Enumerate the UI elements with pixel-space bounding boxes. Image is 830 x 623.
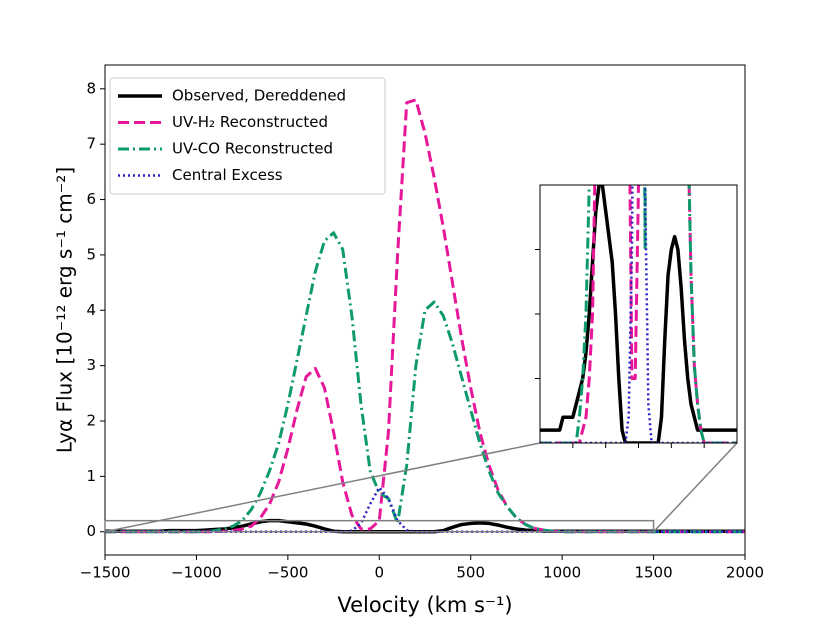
y-tick-label: 4	[86, 301, 96, 319]
legend-label: Central Excess	[172, 166, 283, 184]
series-line	[105, 486, 745, 533]
y-tick-label: 0	[86, 522, 96, 540]
series-line	[105, 518, 745, 534]
x-tick-label: 1500	[634, 564, 672, 582]
y-tick-label: 1	[86, 467, 96, 485]
y-tick-label: 8	[86, 79, 96, 97]
y-tick-label: 5	[86, 245, 96, 263]
y-tick-label: 6	[86, 190, 96, 208]
y-tick-label: 3	[86, 356, 96, 374]
plot-area	[540, 185, 737, 443]
x-tick-label: −500	[267, 564, 308, 582]
inset-background	[540, 185, 737, 443]
x-tick-label: −1500	[80, 564, 131, 582]
legend-label: UV-H₂ Reconstructed	[172, 113, 328, 131]
x-tick-label: 2000	[726, 564, 764, 582]
legend-label: Observed, Dereddened	[172, 87, 346, 105]
y-tick-label: 7	[86, 135, 96, 153]
y-tick-label: 2	[86, 412, 96, 430]
zoom-connector	[104, 442, 541, 533]
zoom-connector	[653, 442, 738, 533]
x-axis-label: Velocity (km s⁻¹)	[337, 593, 512, 617]
legend-box	[109, 77, 386, 195]
series-line	[540, 185, 737, 443]
y-axis-label: Lyα Flux [10⁻¹² erg s⁻¹ cm⁻²]	[53, 167, 77, 453]
x-tick-label: 0	[375, 564, 385, 582]
legend: Observed, Dereddened UV-H₂ Reconstructed U…	[109, 77, 386, 195]
zoom-region	[104, 519, 655, 533]
x-tick-label: 1000	[543, 564, 581, 582]
x-tick-label: −1000	[171, 564, 222, 582]
x-tick-label: 500	[456, 564, 485, 582]
legend-label: UV-CO Reconstructed	[172, 140, 333, 158]
